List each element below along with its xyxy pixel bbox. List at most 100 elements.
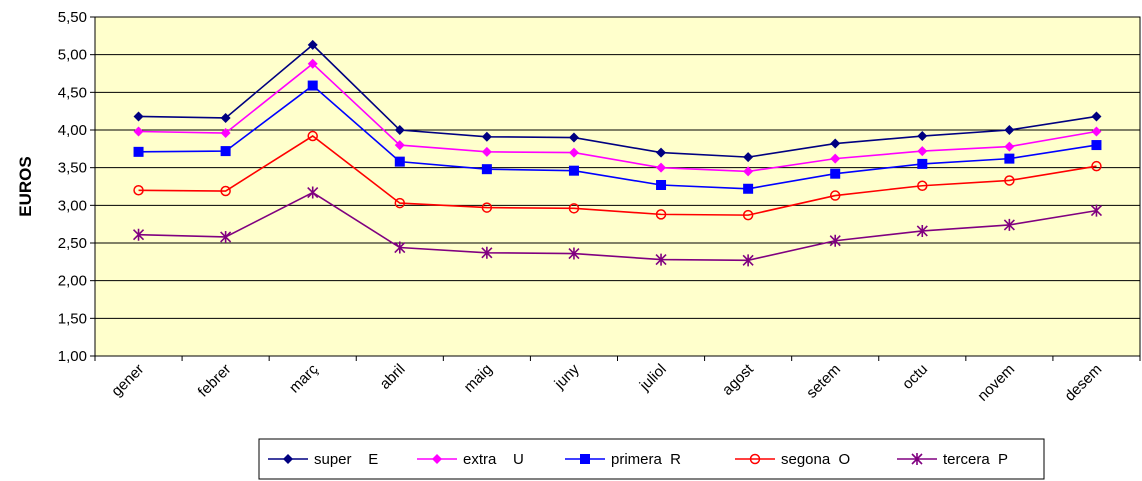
legend-marker (911, 453, 923, 465)
x-tick-label: maig (461, 361, 496, 396)
legend-item: extra U (417, 451, 524, 468)
x-tick-label: març (286, 360, 322, 396)
data-point (656, 162, 667, 173)
x-axis-ticks: gener febrer març abril maig juny juliol agost s… (94, 356, 1141, 405)
legend-marker (432, 454, 442, 464)
x-tick-label: febrer (195, 361, 235, 401)
y-tick-label: 4,50 (58, 84, 87, 101)
series-1 (133, 58, 1102, 177)
data-point (1003, 218, 1015, 231)
y-tick-label: 4,00 (58, 122, 87, 139)
y-tick-label: 1,00 (58, 348, 87, 365)
series-line (138, 135, 1097, 216)
x-tick-label: novem (974, 361, 1018, 405)
data-point (307, 80, 318, 91)
data-point (1091, 140, 1102, 151)
x-tick-label: juliol (636, 361, 670, 395)
data-point (742, 209, 754, 221)
data-point (743, 183, 754, 194)
legend: super E extra U primera R segona O tercera P (258, 438, 1045, 480)
data-point (568, 165, 579, 176)
x-tick-label: juny (551, 360, 584, 393)
x-tick-label: octu (899, 361, 931, 393)
x-tick-label: gener (108, 361, 147, 400)
legend-label: primera R (611, 451, 681, 468)
data-point (481, 146, 492, 157)
x-tick-label: abril (377, 361, 409, 393)
data-point (394, 197, 406, 209)
data-point (830, 153, 841, 164)
data-point (568, 247, 580, 260)
gridlines (95, 16, 1140, 319)
data-point (220, 112, 231, 123)
y-axis-ticks: 1,00 1,50 2,00 2,50 3,00 3,50 4,00 4,50 5,00 5,50 (58, 9, 95, 365)
data-point (1004, 125, 1015, 135)
data-point (656, 179, 667, 190)
data-point (220, 128, 231, 139)
data-point (829, 234, 841, 247)
y-tick-label: 2,50 (58, 235, 87, 252)
data-point (568, 147, 579, 158)
x-tick-label: agost (719, 360, 758, 399)
series-line (138, 43, 1097, 158)
data-point (481, 202, 493, 213)
data-point (1004, 141, 1015, 152)
data-point (132, 228, 145, 241)
data-point (656, 147, 667, 158)
legend-marker (580, 454, 590, 464)
data-point (1091, 126, 1102, 137)
y-tick-label: 1,50 (58, 310, 87, 327)
data-point (394, 140, 405, 151)
data-point (916, 224, 928, 237)
x-tick-label: setem (803, 361, 844, 402)
y-axis-title: EUROS (16, 156, 35, 216)
legend-label: extra U (463, 451, 524, 468)
data-point (568, 203, 580, 214)
series-3 (133, 130, 1102, 221)
legend-item: segona O (735, 451, 850, 468)
series-line (138, 84, 1097, 190)
data-point (220, 146, 231, 157)
data-point (133, 126, 144, 137)
legend-item: primera R (565, 451, 681, 468)
legend-label: segona O (781, 451, 850, 468)
data-point (307, 186, 319, 199)
data-point (133, 146, 144, 157)
data-point (743, 152, 754, 163)
data-point (394, 156, 405, 167)
data-point (917, 180, 928, 191)
data-point (481, 131, 492, 142)
y-tick-label: 5,00 (58, 47, 87, 64)
data-point (742, 254, 754, 267)
data-point (220, 230, 232, 243)
series-line (138, 62, 1097, 173)
legend-label: tercera P (943, 451, 1008, 468)
x-tick-label: desem (1061, 361, 1105, 405)
data-point (743, 166, 754, 177)
data-point (394, 125, 405, 135)
y-tick-label: 3,00 (58, 197, 87, 214)
y-tick-label: 2,00 (58, 273, 87, 290)
y-tick-label: 3,50 (58, 160, 87, 177)
data-point (133, 185, 144, 196)
legend-marker (283, 454, 293, 464)
data-point (394, 241, 406, 254)
data-point (1004, 175, 1015, 186)
data-point (1091, 160, 1102, 172)
data-point (568, 132, 579, 143)
data-point (307, 39, 318, 50)
legend-label: super E (314, 451, 378, 468)
data-point (829, 190, 841, 201)
data-point (481, 246, 493, 259)
data-point (1091, 111, 1102, 122)
data-point (133, 111, 144, 122)
legend-item: super E (268, 451, 378, 468)
data-point (307, 130, 318, 142)
data-point (1090, 204, 1103, 217)
data-point (917, 146, 928, 157)
plot-area (94, 16, 1141, 357)
data-point (830, 138, 841, 149)
data-point (307, 58, 318, 69)
data-point (220, 185, 231, 197)
